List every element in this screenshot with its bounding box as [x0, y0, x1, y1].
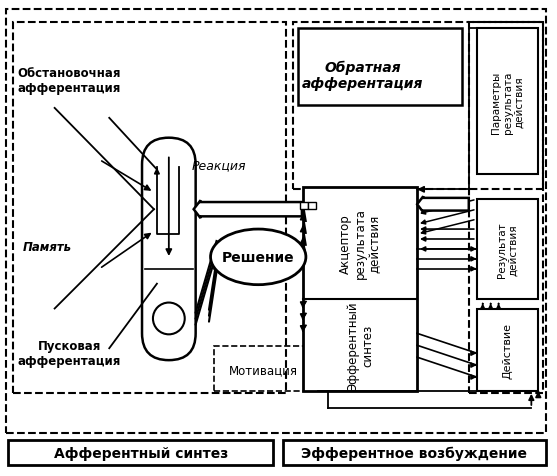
Text: Память: Память: [23, 241, 72, 254]
Text: Действие: Действие: [502, 322, 512, 378]
Bar: [477, 30, 538, 175]
Bar: [213, 347, 318, 391]
Bar: [477, 309, 538, 391]
Text: Обратная
афферентация: Обратная афферентация: [302, 61, 423, 91]
Bar: [308, 203, 316, 210]
Text: Эфферентный
синтез: Эфферентный синтез: [346, 300, 374, 390]
Bar: [298, 30, 462, 106]
FancyBboxPatch shape: [142, 139, 196, 360]
Circle shape: [153, 303, 185, 335]
Bar: [293, 23, 543, 190]
Bar: [469, 23, 543, 393]
Ellipse shape: [211, 229, 306, 285]
Bar: [13, 23, 286, 393]
Text: Параметры
результата
действия: Параметры результата действия: [491, 71, 524, 133]
Polygon shape: [194, 201, 302, 218]
Text: Реакция: Реакция: [191, 159, 246, 172]
Bar: [477, 200, 538, 299]
Text: Результат
действия: Результат действия: [497, 222, 519, 277]
Text: Афферентный синтез: Афферентный синтез: [54, 446, 228, 459]
Text: Пусковая
афферентация: Пусковая афферентация: [18, 339, 121, 367]
Bar: [303, 188, 417, 391]
Text: Акцептор
результата
действия: Акцептор результата действия: [339, 208, 382, 279]
Polygon shape: [417, 197, 469, 213]
Text: Эфферентное возбуждение: Эфферентное возбуждение: [301, 446, 527, 460]
Text: Обстановочная
афферентация: Обстановочная афферентация: [18, 67, 121, 95]
Bar: [283, 440, 546, 466]
Bar: [8, 440, 273, 466]
Text: Решение: Решение: [222, 250, 295, 264]
Bar: [300, 203, 308, 210]
Text: Мотивация: Мотивация: [229, 364, 297, 377]
Bar: [6, 10, 546, 433]
